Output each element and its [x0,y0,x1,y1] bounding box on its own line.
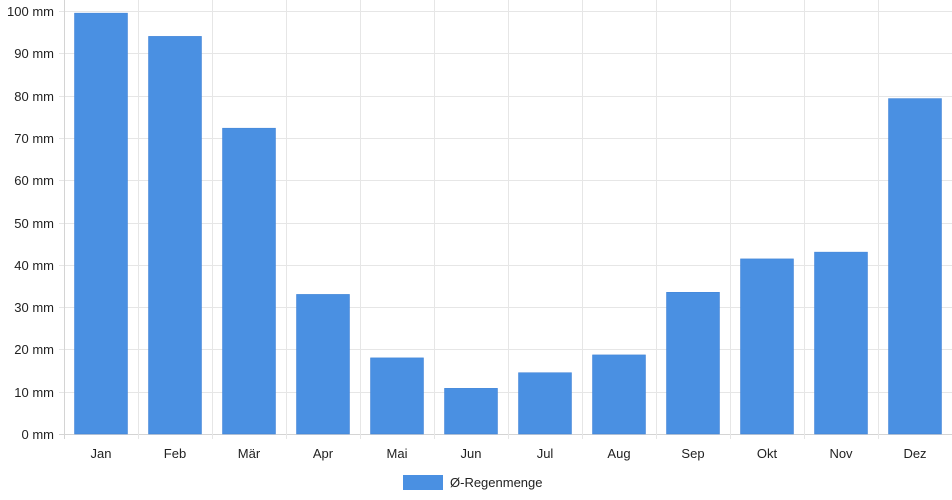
y-tick-label: 60 mm [14,173,54,188]
y-tick-label: 90 mm [14,46,54,61]
x-tick-label: Dez [903,446,926,461]
y-tick-label: 20 mm [14,342,54,357]
bar-jan[interactable] [74,12,128,435]
bar-feb[interactable] [148,36,202,435]
bar-mai[interactable] [370,357,424,435]
x-tick-label: Mai [387,446,408,461]
y-tick-label: 100 mm [7,4,54,19]
x-tick-label: Nov [829,446,853,461]
y-tick-label: 0 mm [22,427,55,442]
y-tick-label: 10 mm [14,385,54,400]
x-tick-label: Sep [681,446,704,461]
axes: 0 mm 10 mm 20 mm 30 mm 40 mm 50 mm 60 mm 70 mm 8… [7,4,927,461]
x-tick-label: Okt [757,446,778,461]
x-tick-label: Jan [91,446,112,461]
x-tick-label: Jun [461,446,482,461]
bar-okt[interactable] [740,258,794,435]
x-tick-label: Jul [537,446,554,461]
legend: Ø-Regenmenge [403,475,543,490]
bar-dez[interactable] [888,98,942,435]
bar-nov[interactable] [814,251,868,435]
grid [59,0,952,439]
bars [74,12,942,435]
x-tick-label: Feb [164,446,186,461]
bar-aug[interactable] [592,354,646,435]
y-tick-label: 70 mm [14,131,54,146]
legend-swatch [403,475,443,490]
bar-jun[interactable] [444,388,498,435]
y-tick-label: 40 mm [14,258,54,273]
x-tick-label: Aug [607,446,630,461]
y-tick-label: 30 mm [14,300,54,315]
bar-apr[interactable] [296,294,350,435]
x-tick-label: Apr [313,446,334,461]
bar-mär[interactable] [222,127,276,435]
y-tick-label: 80 mm [14,89,54,104]
legend-label: Ø-Regenmenge [450,475,543,490]
y-tick-label: 50 mm [14,216,54,231]
x-tick-label: Mär [238,446,261,461]
bar-sep[interactable] [666,292,720,435]
bar-jul[interactable] [518,372,572,435]
